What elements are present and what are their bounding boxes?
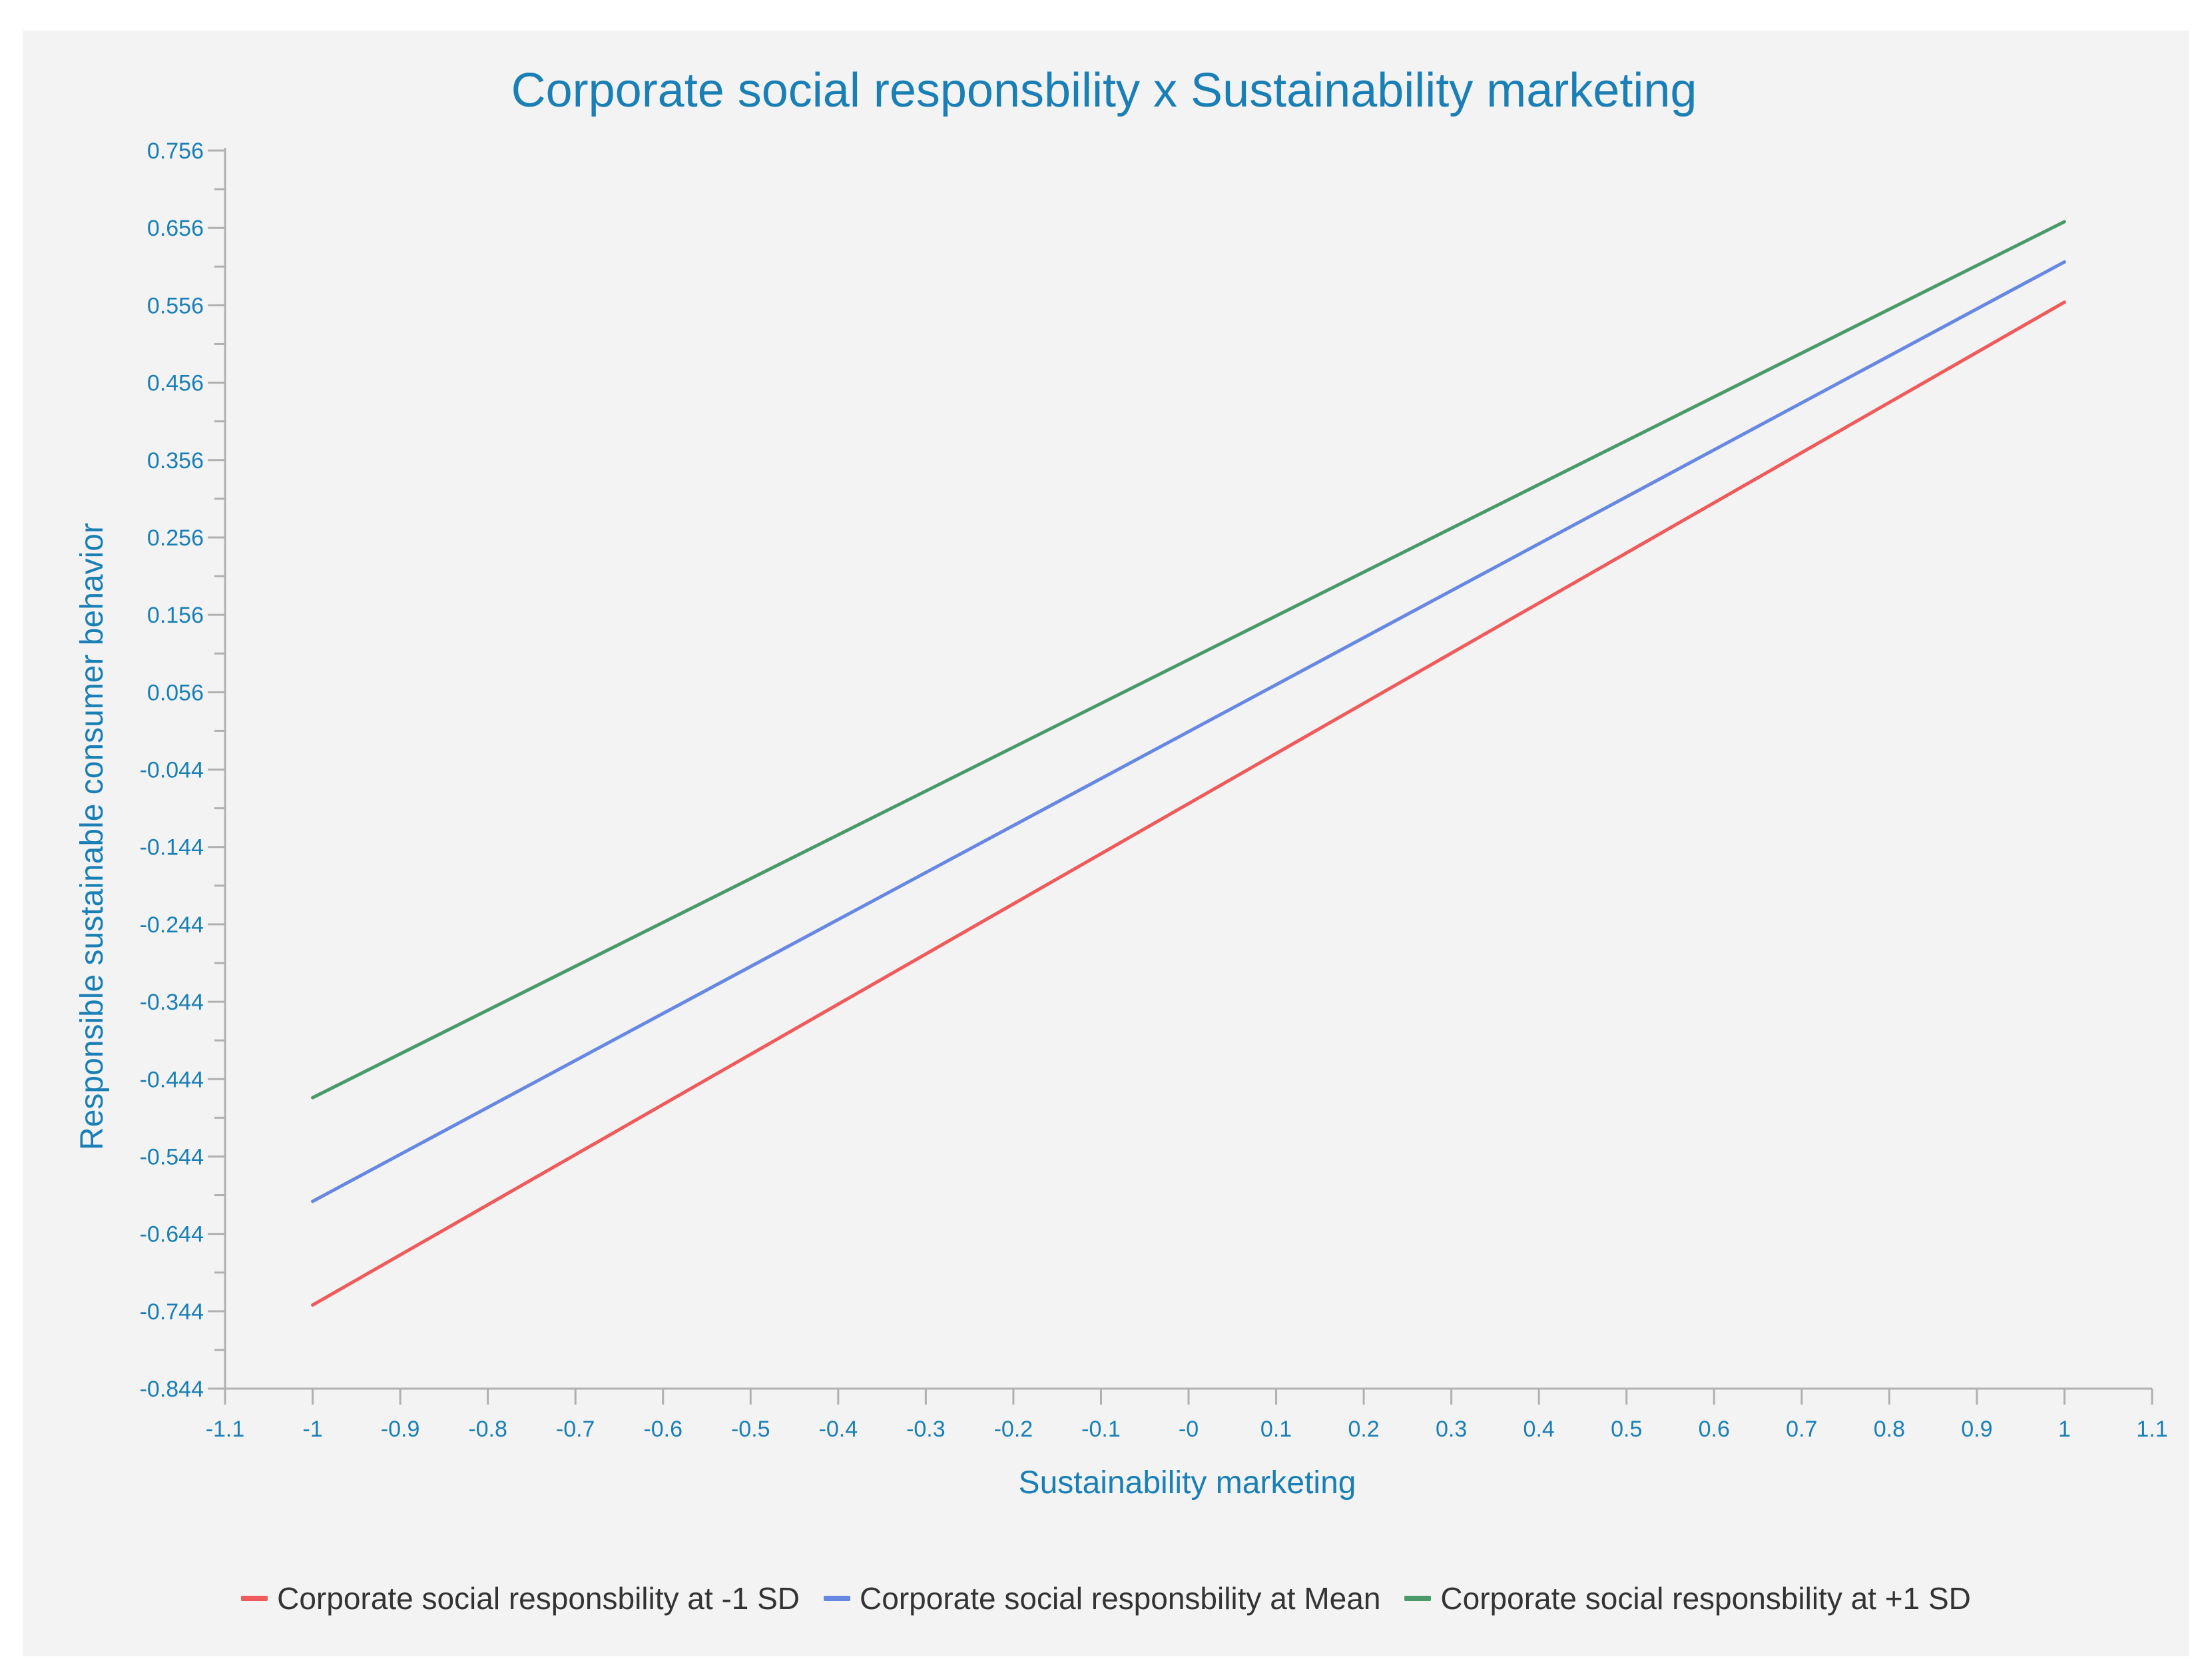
chart-panel [23, 31, 2189, 1656]
legend-label: Corporate social responsbility at Mean [860, 1581, 1381, 1616]
legend-label: Corporate social responsbility at -1 SD [277, 1581, 800, 1616]
x-tick-label: -0.9 [381, 1417, 420, 1442]
legend-swatch [241, 1596, 268, 1601]
series-lines [311, 220, 2066, 1307]
x-tick-label: 0.8 [1874, 1417, 1905, 1442]
x-tick-label: 0.9 [1961, 1417, 1992, 1442]
legend-swatch [824, 1596, 851, 1601]
legend-item-3: Corporate social responsbility at +1 SD [1404, 1580, 1971, 1616]
legend-item-1: Corporate social responsbility at -1 SD [241, 1580, 800, 1616]
y-tick-label: -0.144 [140, 835, 204, 860]
y-tick-label: -0.744 [140, 1299, 204, 1325]
x-tick-label: -0.5 [731, 1417, 770, 1442]
y-tick-label: 0.256 [147, 525, 204, 551]
series-line-2 [311, 260, 2066, 1203]
x-tick-label: 0.7 [1786, 1417, 1817, 1442]
x-tick-label: -0.1 [1081, 1417, 1121, 1442]
chart-title: Corporate social responsbility x Sustain… [511, 64, 1697, 117]
x-tick-label: -0.8 [468, 1417, 507, 1442]
y-axis-title: Responsible sustainable consumer behavio… [75, 523, 110, 1150]
series-line-3 [311, 220, 2066, 1100]
x-tick-label: -0.7 [556, 1417, 595, 1442]
y-tick-label: 0.356 [147, 448, 204, 474]
x-tick-label: 1.1 [2136, 1417, 2167, 1442]
x-tick-label: 0.1 [1260, 1417, 1292, 1442]
x-tick-label: -1.1 [206, 1417, 245, 1442]
legend-item-2: Corporate social responsbility at Mean [824, 1580, 1380, 1616]
x-tick-label: -0.2 [994, 1417, 1033, 1442]
legend: Corporate social responsbility at -1 SD C… [0, 1578, 2212, 1618]
y-tick-label: 0.156 [147, 603, 204, 628]
y-tick-label: -0.044 [140, 758, 204, 783]
y-tick-label: 0.456 [147, 371, 204, 396]
x-tick-label: -0.6 [643, 1417, 683, 1442]
x-tick-label: 0.6 [1699, 1417, 1730, 1442]
y-tick-label: -0.544 [140, 1144, 204, 1170]
y-tick-label: 0.656 [147, 216, 204, 241]
y-tick-label: -0.244 [140, 912, 204, 938]
y-tick-label: -0.644 [140, 1222, 204, 1247]
x-tick-label: -0 [1179, 1417, 1199, 1442]
y-tick-label: 0.556 [147, 293, 204, 318]
x-tick-label: 0.3 [1436, 1417, 1467, 1442]
series-line-1 [311, 300, 2066, 1307]
x-axis-title: Sustainability marketing [1019, 1465, 1356, 1501]
y-tick-label: 0.756 [147, 139, 204, 164]
x-tick-label: -0.3 [906, 1417, 946, 1442]
x-tick-label: 0.2 [1348, 1417, 1379, 1442]
x-tick-label: 1 [2058, 1417, 2071, 1442]
y-tick-label: -0.444 [140, 1067, 204, 1092]
x-tick-label: -0.4 [819, 1417, 858, 1442]
legend-swatch [1404, 1596, 1432, 1601]
legend-label: Corporate social responsbility at +1 SD [1440, 1581, 1971, 1616]
x-tick-label: 0.4 [1523, 1417, 1555, 1442]
y-tick-label: -0.844 [140, 1377, 204, 1402]
y-tick-label: -0.344 [140, 990, 204, 1015]
y-tick-label: 0.056 [147, 680, 204, 705]
x-tick-label: 0.5 [1611, 1417, 1642, 1442]
x-tick-label: -1 [302, 1417, 322, 1442]
axes: 0.756 0.656 0.556 0.456 0.356 0.256 0.156 0.056… [140, 139, 2168, 1442]
